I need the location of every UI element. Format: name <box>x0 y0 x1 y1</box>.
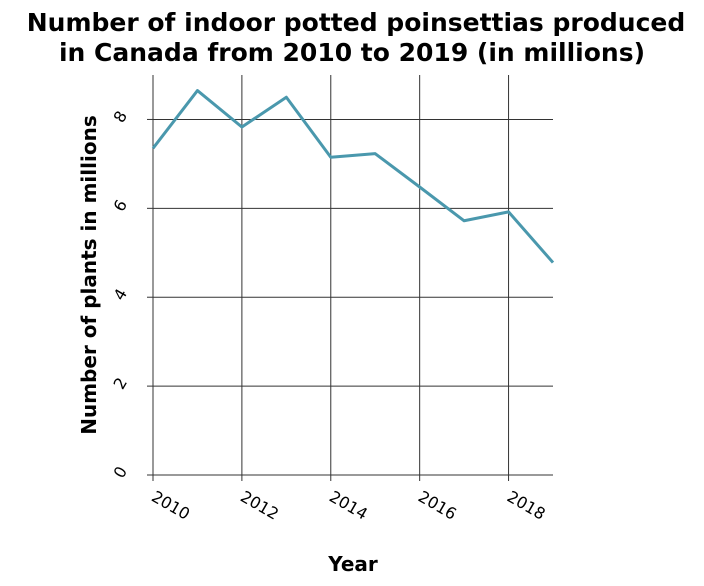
x-tick-label: 2012 <box>237 487 282 524</box>
plot-area <box>153 75 553 475</box>
y-tick-label: 0 <box>109 463 131 481</box>
ticks <box>147 118 510 481</box>
y-tick-label: 2 <box>109 374 131 392</box>
y-tick-label: 4 <box>109 285 131 303</box>
chart-title-line-2: in Canada from 2010 to 2019 (in millions… <box>59 38 645 67</box>
chart-title-line-1: Number of indoor potted poinsettias prod… <box>27 8 686 37</box>
x-tick-label: 2016 <box>415 487 460 524</box>
x-tick-label: 2010 <box>148 487 193 524</box>
series-line <box>151 89 555 264</box>
x-tick-label: 2014 <box>326 487 371 524</box>
tick-labels: 2010 2012 2014 2016 2018 0 2 4 6 8 <box>109 108 548 524</box>
x-axis-label: Year <box>327 552 378 576</box>
y-tick-label: 8 <box>109 108 131 126</box>
grid <box>152 75 553 476</box>
y-tick-label: 6 <box>109 196 131 214</box>
series-layer <box>151 89 555 264</box>
x-tick-label: 2018 <box>504 487 549 524</box>
y-axis-label: Number of plants in millions <box>77 115 101 434</box>
